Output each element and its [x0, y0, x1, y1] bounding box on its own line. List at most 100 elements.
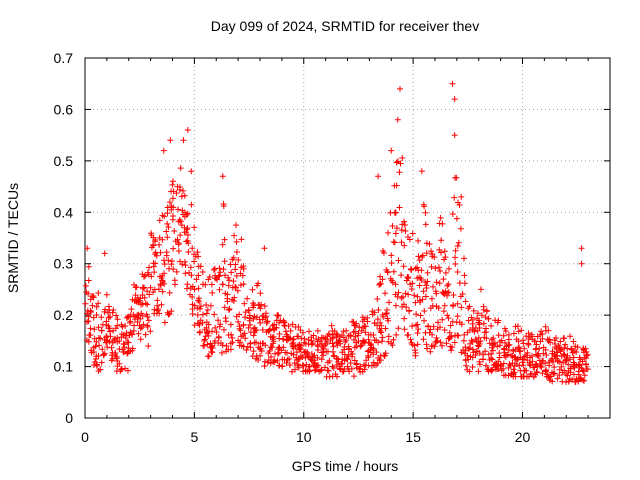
data-point: [205, 353, 212, 360]
data-point: [319, 344, 326, 351]
data-point: [169, 212, 176, 219]
data-point: [268, 353, 275, 360]
data-point: [436, 280, 443, 287]
data-point: [183, 211, 190, 218]
data-point: [549, 378, 556, 385]
data-point: [388, 147, 395, 154]
data-point: [215, 334, 222, 341]
data-point: [90, 349, 97, 356]
data-point: [437, 249, 444, 256]
y-tick-label: 0.7: [54, 50, 74, 66]
data-point: [196, 305, 203, 312]
data-point: [453, 174, 460, 181]
data-point: [114, 334, 121, 341]
data-point: [377, 280, 384, 287]
data-point: [505, 336, 512, 343]
data-point: [439, 342, 446, 349]
data-point: [258, 301, 265, 308]
data-point: [235, 257, 242, 264]
data-point: [109, 309, 116, 316]
data-point: [95, 334, 102, 341]
data-point: [85, 277, 92, 284]
data-point: [142, 331, 149, 338]
data-point: [245, 307, 252, 314]
data-point: [439, 316, 446, 323]
data-point: [239, 272, 246, 279]
data-point: [365, 336, 372, 343]
data-point: [215, 317, 222, 324]
data-point: [416, 297, 423, 304]
data-point: [191, 224, 198, 231]
data-point: [89, 302, 96, 309]
data-point: [108, 344, 115, 351]
data-point: [139, 312, 146, 319]
data-point: [131, 281, 138, 288]
data-point: [556, 371, 563, 378]
data-point: [163, 228, 170, 235]
data-point: [516, 362, 523, 369]
data-point: [394, 116, 401, 123]
data-point: [426, 240, 433, 247]
data-point: [92, 343, 99, 350]
data-point: [446, 335, 453, 342]
data-point: [401, 242, 408, 249]
data-point: [179, 261, 186, 268]
data-point: [560, 351, 567, 358]
data-point: [441, 291, 448, 298]
data-point: [511, 369, 518, 376]
data-point: [409, 323, 416, 330]
data-point: [397, 160, 404, 167]
data-point: [564, 352, 571, 359]
data-point: [274, 357, 281, 364]
data-point: [480, 351, 487, 358]
data-point: [139, 291, 146, 298]
data-point: [145, 317, 152, 324]
data-point: [494, 343, 501, 350]
data-point: [543, 351, 550, 358]
data-point: [236, 311, 243, 318]
data-point: [258, 348, 265, 355]
data-point: [542, 360, 549, 367]
data-point: [229, 334, 236, 341]
data-point: [404, 275, 411, 282]
data-point: [135, 311, 142, 318]
data-point: [188, 201, 195, 208]
data-point: [430, 283, 437, 290]
data-point: [367, 349, 374, 356]
data-point: [442, 269, 449, 276]
data-point: [378, 338, 385, 345]
data-point: [360, 338, 367, 345]
data-point: [506, 341, 513, 348]
data-point: [467, 353, 474, 360]
data-point: [122, 323, 129, 330]
data-point: [468, 337, 475, 344]
data-point: [374, 316, 381, 323]
data-point: [95, 290, 102, 297]
data-point: [275, 362, 282, 369]
data-point: [184, 232, 191, 239]
data-point: [144, 313, 151, 320]
data-point: [232, 261, 239, 268]
data-point: [447, 343, 454, 350]
x-tick-label: 15: [405, 429, 421, 445]
data-point: [135, 299, 142, 306]
data-point: [511, 353, 518, 360]
data-point: [283, 336, 290, 343]
data-point: [388, 252, 395, 259]
data-point: [219, 241, 226, 248]
data-point: [564, 372, 571, 379]
data-point: [326, 331, 333, 338]
data-point: [168, 308, 175, 315]
data-point: [171, 228, 178, 235]
data-point: [535, 353, 542, 360]
data-point: [205, 332, 212, 339]
data-point: [395, 289, 402, 296]
data-point: [166, 199, 173, 206]
data-point: [379, 248, 386, 255]
data-point: [429, 331, 436, 338]
data-point: [129, 345, 136, 352]
data-point: [490, 340, 497, 347]
data-point: [331, 328, 338, 335]
data-point: [414, 341, 421, 348]
data-point: [114, 316, 121, 323]
